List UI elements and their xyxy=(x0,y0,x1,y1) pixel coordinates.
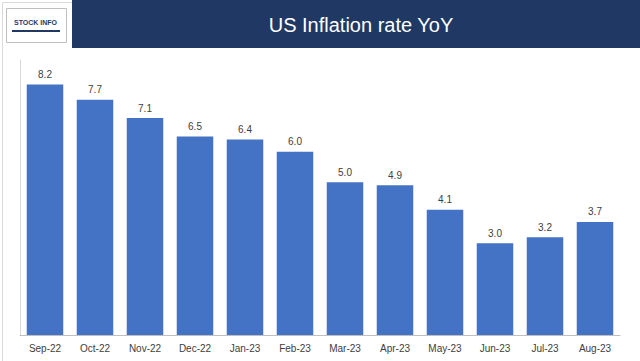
svg-text:4.9: 4.9 xyxy=(388,170,402,181)
svg-text:Jun-23: Jun-23 xyxy=(480,343,511,354)
svg-text:6.4: 6.4 xyxy=(238,124,252,135)
svg-text:May-23: May-23 xyxy=(428,343,462,354)
svg-text:Apr-23: Apr-23 xyxy=(380,343,410,354)
svg-text:8.2: 8.2 xyxy=(38,69,52,80)
svg-text:Jan-23: Jan-23 xyxy=(230,343,261,354)
svg-text:7.1: 7.1 xyxy=(138,103,152,114)
svg-text:Sep-22: Sep-22 xyxy=(29,343,62,354)
svg-text:3.7: 3.7 xyxy=(588,206,602,217)
svg-text:Mar-23: Mar-23 xyxy=(329,343,361,354)
svg-text:Oct-22: Oct-22 xyxy=(80,343,110,354)
svg-text:Aug-23: Aug-23 xyxy=(579,343,612,354)
svg-text:6.5: 6.5 xyxy=(188,121,202,132)
svg-text:6.0: 6.0 xyxy=(288,136,302,147)
svg-text:5.0: 5.0 xyxy=(338,167,352,178)
svg-text:Nov-22: Nov-22 xyxy=(129,343,162,354)
svg-text:Jul-23: Jul-23 xyxy=(531,343,559,354)
svg-text:STOCK INFO: STOCK INFO xyxy=(14,19,58,26)
svg-text:4.1: 4.1 xyxy=(438,194,452,205)
svg-text:7.7: 7.7 xyxy=(88,84,102,95)
svg-text:Dec-22: Dec-22 xyxy=(179,343,212,354)
svg-text:US Inflation rate YoY: US Inflation rate YoY xyxy=(269,14,454,36)
svg-text:Feb-23: Feb-23 xyxy=(279,343,311,354)
svg-text:3.2: 3.2 xyxy=(538,222,552,233)
svg-text:3.0: 3.0 xyxy=(488,228,502,239)
